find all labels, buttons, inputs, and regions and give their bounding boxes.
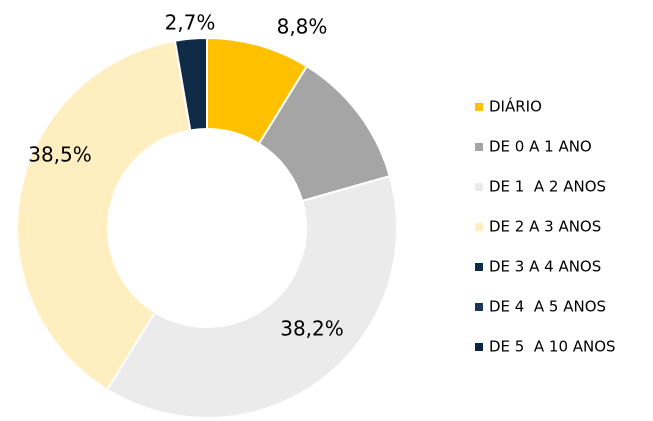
data-label: 2,7% <box>165 11 216 35</box>
data-label: 38,5% <box>28 143 92 167</box>
legend-marker <box>475 103 483 111</box>
legend-label: DIÁRIO <box>489 97 542 116</box>
legend-label: DE 0 A 1 ANO <box>489 138 592 156</box>
legend-marker <box>475 143 483 151</box>
legend-label: DE 2 A 3 ANOS <box>489 218 601 236</box>
legend-label: DE 4 A 5 ANOS <box>489 298 606 316</box>
donut-slice <box>105 174 398 419</box>
legend-marker <box>475 263 483 271</box>
legend-label: DE 5 A 10 ANOS <box>489 338 616 356</box>
donut-slice <box>173 36 208 132</box>
legend-label: DE 1 A 2 ANOS <box>489 178 606 196</box>
legend-marker <box>475 183 483 191</box>
legend-marker <box>475 223 483 231</box>
donut-slice <box>16 39 192 392</box>
data-label: 38,2% <box>280 317 344 341</box>
legend-label: DE 3 A 4 ANOS <box>489 258 601 276</box>
legend-marker <box>475 343 483 351</box>
legend-marker <box>475 303 483 311</box>
data-label: 8,8% <box>277 15 328 39</box>
